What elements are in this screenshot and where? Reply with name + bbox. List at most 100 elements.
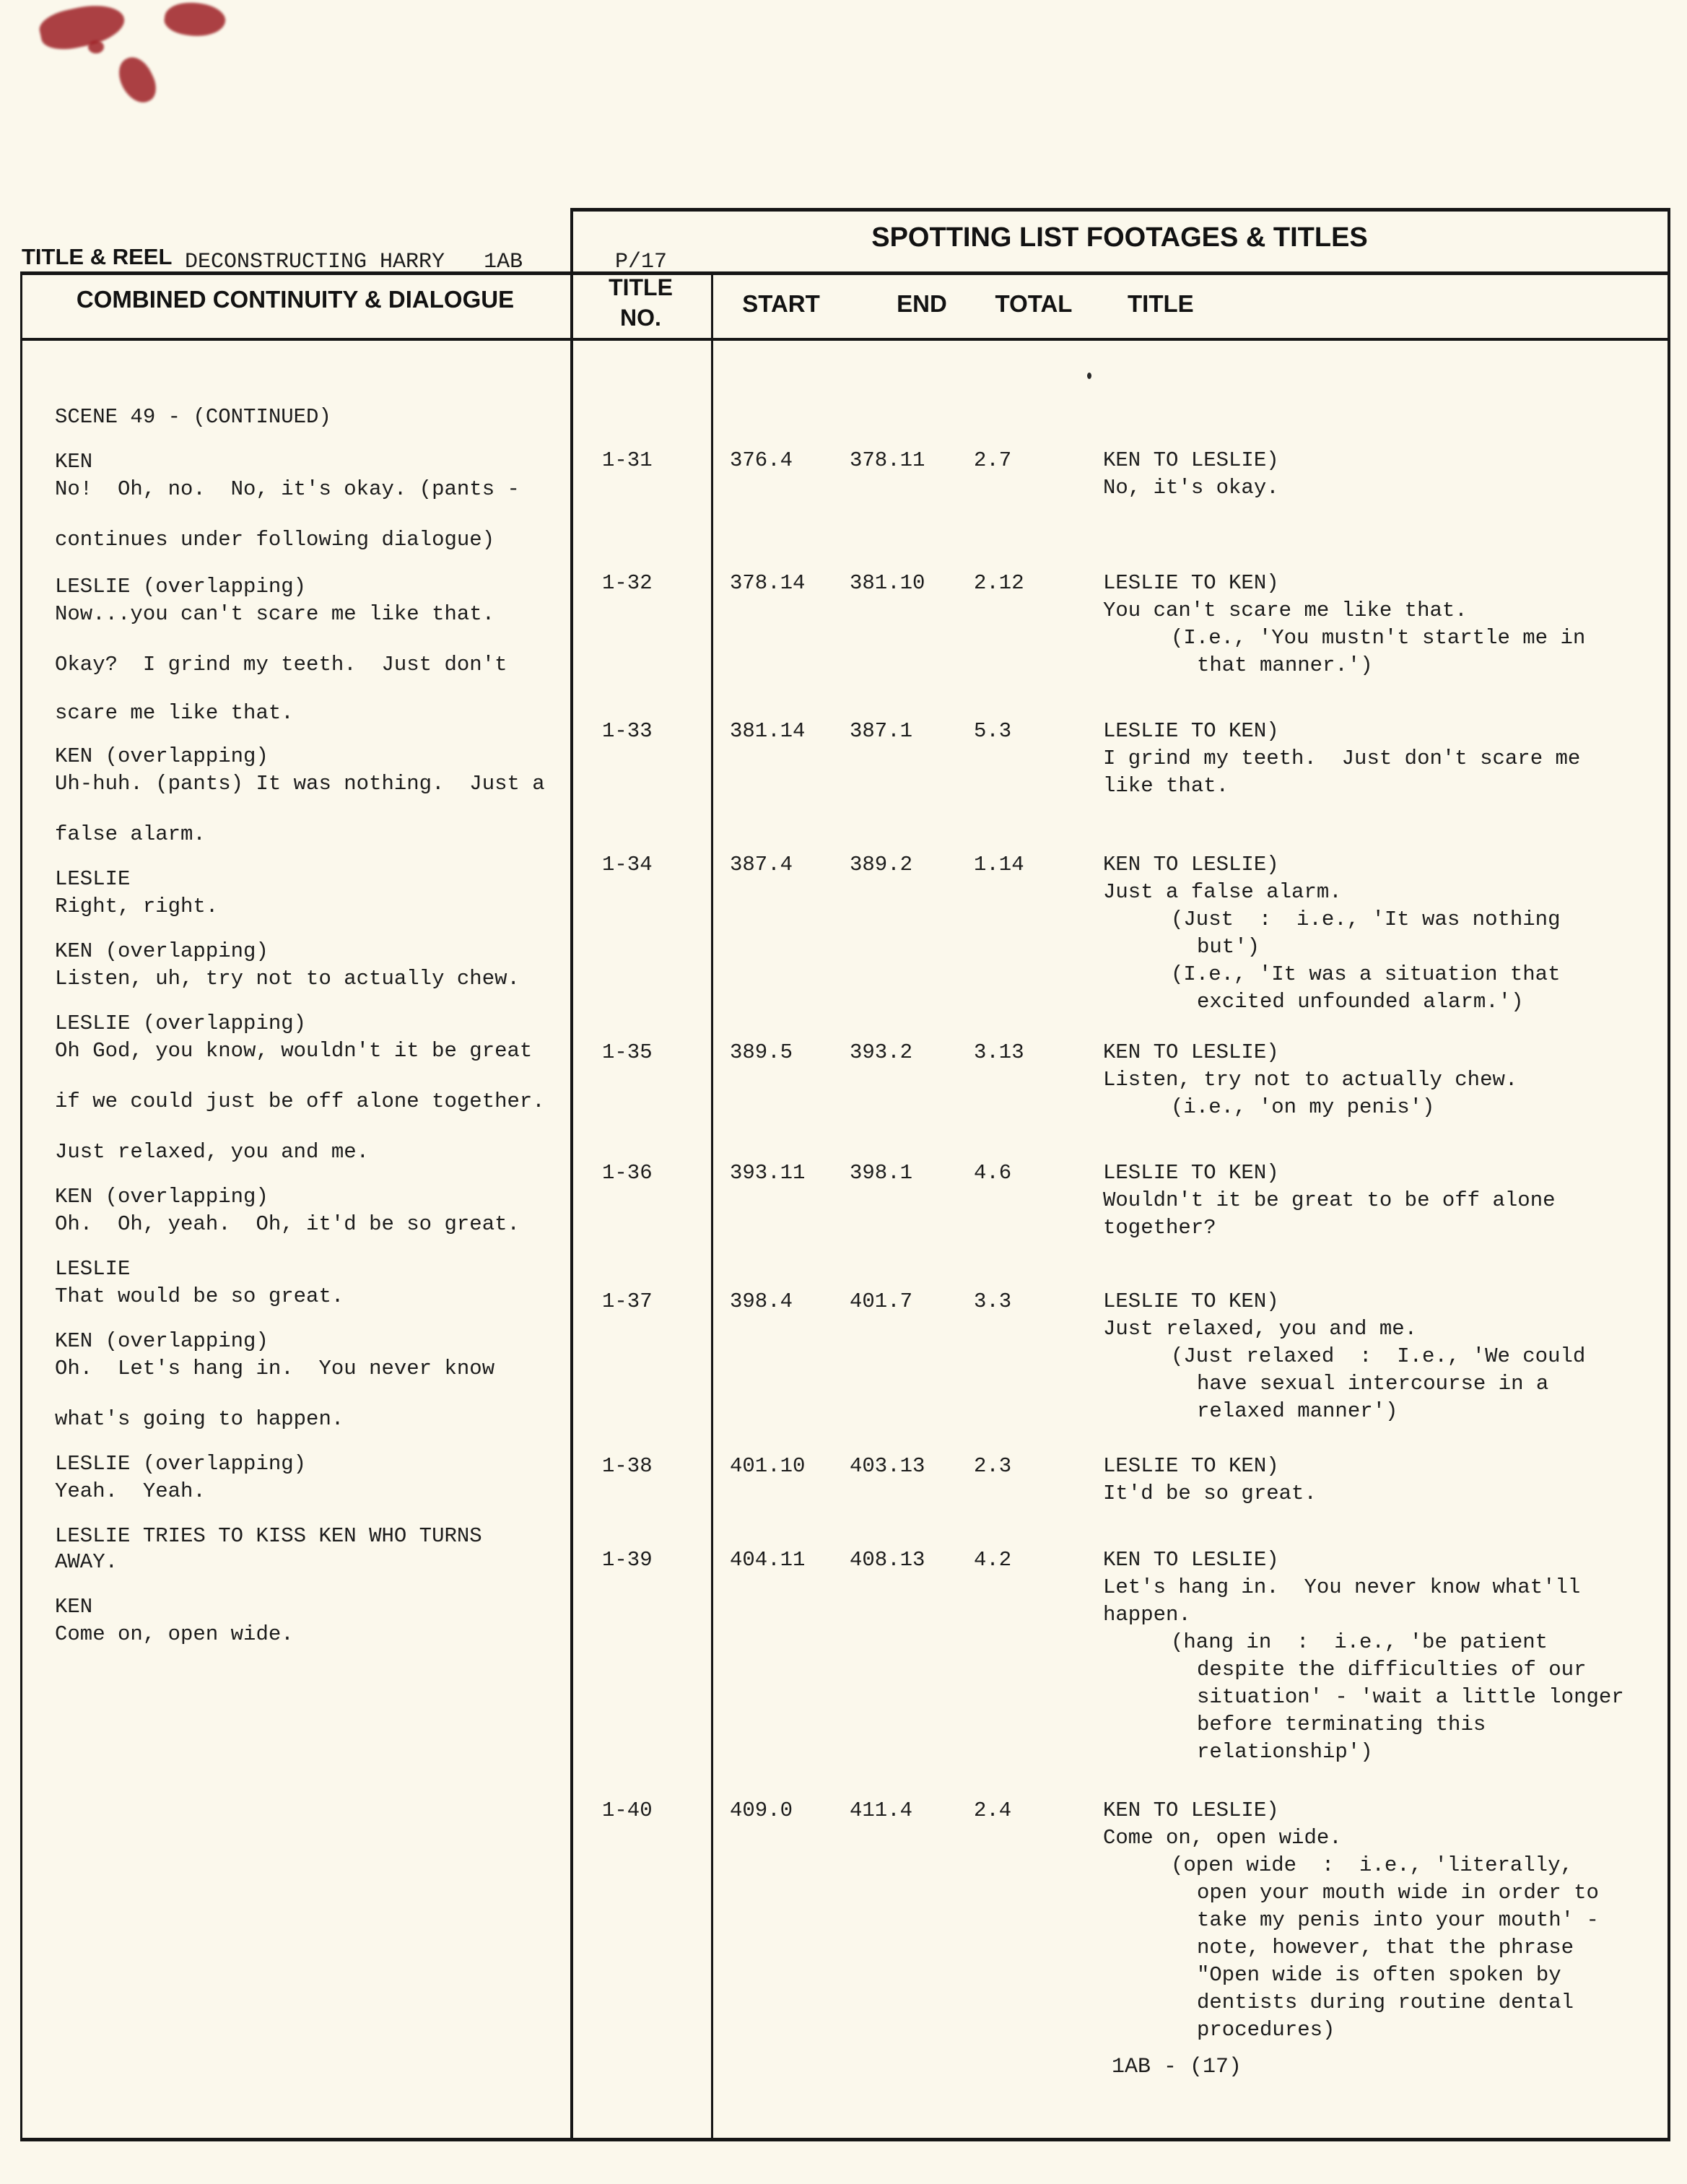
row-start-footage: 404.11: [730, 1548, 806, 1572]
table-border-right: [1668, 208, 1670, 2141]
row-title-line: You can't scare me like that.: [1103, 599, 1468, 622]
row-total-footage: 4.2: [974, 1548, 1012, 1572]
continuity-line: Yeah. Yeah.: [55, 1479, 206, 1503]
row-total-footage: 2.4: [974, 1798, 1012, 1822]
table-divider-titleno-footages: [711, 271, 713, 2141]
continuity-line: what's going to happen.: [55, 1407, 344, 1431]
left-column-title: COMBINED CONTINUITY & DIALOGUE: [76, 286, 515, 313]
row-title-line: (Just relaxed : I.e., 'We could: [1171, 1344, 1586, 1368]
row-title-line: procedures): [1197, 2018, 1335, 2042]
row-title-number: 1-33: [602, 719, 653, 743]
table-border-bottom: [20, 2138, 1670, 2141]
continuity-line: Listen, uh, try not to actually chew.: [55, 967, 520, 991]
red-ink-mark: [88, 40, 104, 53]
row-title-line: No, it's okay.: [1103, 476, 1279, 500]
row-title-line: (Just : i.e., 'It was nothing: [1171, 908, 1561, 931]
continuity-line: LESLIE TRIES TO KISS KEN WHO TURNS: [55, 1524, 482, 1548]
row-start-footage: 376.4: [730, 448, 793, 472]
continuity-line: Oh. Oh, yeah. Oh, it'd be so great.: [55, 1212, 520, 1236]
row-start-footage: 389.5: [730, 1040, 793, 1064]
row-title-number: 1-40: [602, 1798, 653, 1822]
row-end-footage: 408.13: [850, 1548, 925, 1572]
row-total-footage: 2.7: [974, 448, 1012, 472]
row-title-line: KEN TO LESLIE): [1103, 1798, 1279, 1822]
column-header-end: END: [897, 290, 947, 317]
row-title-line: KEN TO LESLIE): [1103, 1040, 1279, 1064]
row-start-footage: 393.11: [730, 1161, 806, 1185]
row-title-line: together?: [1103, 1216, 1216, 1240]
row-title-line: I grind my teeth. Just don't scare me: [1103, 747, 1581, 770]
continuity-line: LESLIE (overlapping): [55, 575, 307, 599]
row-title-number: 1-38: [602, 1454, 653, 1478]
row-title-line: situation' - 'wait a little longer: [1197, 1685, 1624, 1709]
table-border-header-top: [20, 271, 1670, 275]
row-title-line: Just relaxed, you and me.: [1103, 1317, 1418, 1341]
row-title-line: LESLIE TO KEN): [1103, 1161, 1279, 1185]
row-title-line: LESLIE TO KEN): [1103, 719, 1279, 743]
row-total-footage: 2.12: [974, 571, 1024, 595]
row-end-footage: 387.1: [850, 719, 913, 743]
row-title-line: take my penis into your mouth' -: [1197, 1908, 1599, 1932]
row-title-line: but'): [1197, 935, 1260, 959]
row-title-line: (i.e., 'on my penis'): [1171, 1095, 1435, 1119]
continuity-line: KEN (overlapping): [55, 1185, 269, 1209]
table-border-header-bottom: [20, 338, 1670, 341]
row-end-footage: 398.1: [850, 1161, 913, 1185]
row-title-line: It'd be so great.: [1103, 1482, 1317, 1505]
row-title-line: LESLIE TO KEN): [1103, 1454, 1279, 1478]
production-title: DECONSTRUCTING HARRY 1AB: [185, 250, 523, 274]
continuity-line: false alarm.: [55, 822, 206, 846]
row-end-footage: 378.11: [850, 448, 925, 472]
row-title-line: KEN TO LESLIE): [1103, 1548, 1279, 1572]
continuity-line: Okay? I grind my teeth. Just don't: [55, 653, 507, 676]
row-title-line: despite the difficulties of our: [1197, 1658, 1587, 1681]
continuity-line: if we could just be off alone together.: [55, 1089, 545, 1113]
row-title-line: that manner.'): [1197, 653, 1373, 677]
title-reel-label: TITLE & REEL: [22, 244, 173, 269]
row-start-footage: 401.10: [730, 1454, 806, 1478]
row-title-number: 1-34: [602, 853, 653, 876]
continuity-line: Come on, open wide.: [55, 1622, 294, 1646]
row-end-footage: 389.2: [850, 853, 913, 876]
red-ink-mark: [112, 51, 162, 109]
row-total-footage: 3.13: [974, 1040, 1024, 1064]
row-title-line: before terminating this: [1197, 1713, 1486, 1736]
row-title-number: 1-32: [602, 571, 653, 595]
continuity-line: No! Oh, no. No, it's okay. (pants -: [55, 477, 520, 501]
column-header-start: START: [742, 290, 820, 317]
row-title-line: (I.e., 'You mustn't startle me in: [1171, 626, 1586, 650]
right-panel-title: SPOTTING LIST FOOTAGES & TITLES: [871, 222, 1368, 253]
column-header-title: TITLE: [1128, 290, 1194, 317]
continuity-line: LESLIE: [55, 867, 131, 891]
column-header-total: TOTAL: [995, 290, 1073, 317]
row-total-footage: 2.3: [974, 1454, 1012, 1478]
continuity-line: Now...you can't scare me like that.: [55, 602, 495, 626]
row-end-footage: 411.4: [850, 1798, 913, 1822]
continuity-line: KEN (overlapping): [55, 744, 269, 768]
row-end-footage: 393.2: [850, 1040, 913, 1064]
row-title-line: KEN TO LESLIE): [1103, 448, 1279, 472]
continuity-line: Oh. Let's hang in. You never know: [55, 1357, 495, 1380]
continuity-line: SCENE 49 - (CONTINUED): [55, 405, 331, 429]
row-title-number: 1-35: [602, 1040, 653, 1064]
column-header-title-no-line1: TITLE: [609, 274, 673, 300]
row-title-line: note, however, that the phrase: [1197, 1936, 1574, 1959]
row-start-footage: 378.14: [730, 571, 806, 595]
row-start-footage: 387.4: [730, 853, 793, 876]
row-start-footage: 381.14: [730, 719, 806, 743]
row-end-footage: 401.7: [850, 1289, 913, 1313]
continuity-line: scare me like that.: [55, 701, 294, 725]
row-start-footage: 398.4: [730, 1289, 793, 1313]
row-title-line: Just a false alarm.: [1103, 880, 1342, 904]
row-start-footage: 409.0: [730, 1798, 793, 1822]
row-title-line: happen.: [1103, 1603, 1191, 1627]
row-title-line: Listen, try not to actually chew.: [1103, 1068, 1518, 1092]
row-title-number: 1-31: [602, 448, 653, 472]
red-ink-mark: [162, 0, 227, 40]
red-ink-mark: [36, 0, 128, 55]
row-title-line: relaxed manner'): [1197, 1399, 1398, 1423]
row-title-line: (I.e., 'It was a situation that: [1171, 962, 1561, 986]
row-title-line: excited unfounded alarm.'): [1197, 990, 1524, 1014]
continuity-line: Just relaxed, you and me.: [55, 1140, 370, 1164]
